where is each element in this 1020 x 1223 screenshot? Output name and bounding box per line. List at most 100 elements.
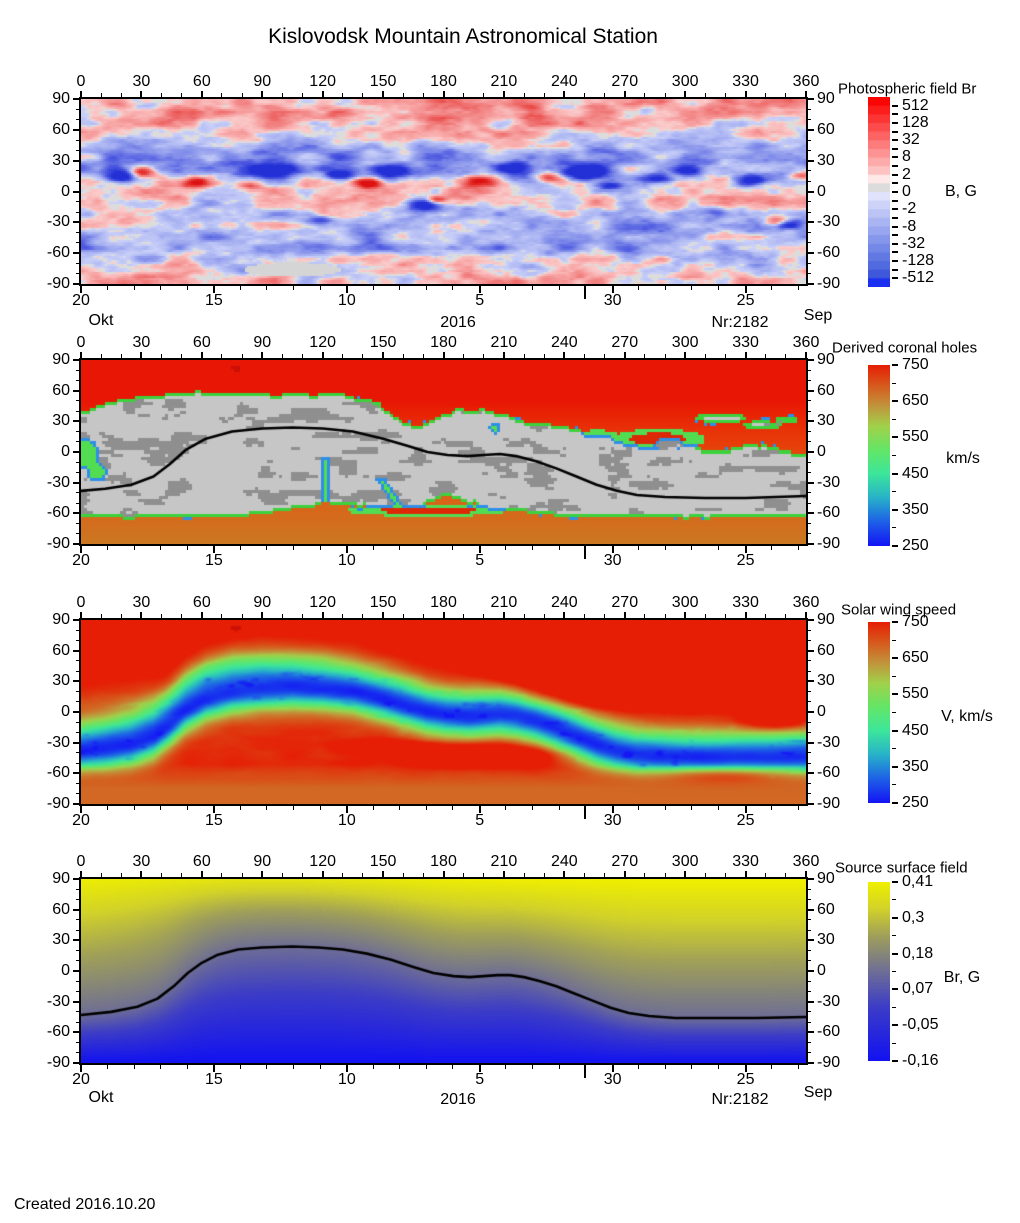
axis-tick [76,149,79,151]
lat-tick-label: 0 [817,962,826,979]
axis-tick [76,1042,79,1044]
axis-tick [543,614,545,618]
axis-tick [892,382,896,384]
colorbar-tick-label: -32 [902,234,926,252]
axis-tick [281,354,283,358]
colorbar-photospheric-field [868,97,890,287]
axis-tick [76,461,79,463]
axis-tick [808,619,814,621]
axis-tick [808,731,811,733]
axis-tick [558,546,560,550]
date-tick-label: 5 [475,292,485,309]
axis-tick [241,93,243,97]
axis-tick [221,93,223,97]
axis-tick [133,286,135,290]
axis-tick [744,352,747,358]
axis-tick [797,806,799,810]
lon-tick-label: 270 [611,73,639,90]
axis-tick [892,182,898,185]
axis-tick [808,201,811,203]
colorbar-tick-label: 250 [902,537,929,554]
axis-tick [281,873,283,877]
axis-tick [744,546,747,553]
axis-tick [76,502,79,504]
legend-unit-solar-wind: V, km/s [941,708,993,725]
lat-tick-label: 30 [52,931,70,949]
axis-tick [808,119,811,121]
axis-tick [808,711,814,713]
axis-tick [362,873,364,877]
axis-tick [805,91,807,97]
axis-tick [212,1065,215,1072]
lon-tick-label: 330 [732,334,759,351]
axis-tick [425,546,427,550]
axis-tick [505,546,507,550]
axis-tick [321,91,324,97]
axis-tick [644,873,646,877]
axis-tick [808,649,814,652]
axis-tick [73,803,79,805]
colorbar-tick-label: 750 [902,356,929,373]
axis-tick [892,657,898,660]
axis-tick [892,436,898,439]
axis-tick [452,1065,454,1069]
lat-tick-label: 30 [817,151,835,169]
date-tick-label: 10 [337,812,356,829]
axis-tick [808,721,811,723]
lon-tick-label: 360 [792,73,820,90]
axis-tick [583,873,585,877]
axis-tick [584,546,587,559]
axis-tick [442,612,445,618]
axis-tick [452,546,454,550]
colorbar-tick-label: 450 [902,721,929,739]
axis-tick [892,268,898,271]
axis-tick [543,873,545,877]
colorbar-tick-label: 0,41 [902,873,934,890]
axis-tick [664,93,666,97]
axis-tick [120,93,122,97]
axis-tick [76,369,79,371]
axis-tick [808,221,814,224]
axis-tick [73,970,79,972]
axis-tick [76,533,79,535]
axis-tick [892,765,898,768]
axis-tick [76,211,79,213]
axis-tick [623,352,626,358]
lon-tick-label: 0 [76,73,86,90]
axis-tick [808,492,811,494]
axis-tick [664,546,666,550]
axis-tick [770,546,772,550]
lat-tick-label: 30 [817,931,835,949]
lon-tick-label: 150 [369,853,397,870]
axis-tick [770,806,772,810]
lat-tick-label: 0 [61,443,70,460]
axis-tick [808,670,811,672]
axis-tick [785,873,787,877]
axis-tick [558,806,560,810]
axis-tick [292,286,294,290]
created-date: Created 2016.10.20 [14,1196,156,1213]
lat-tick-label: 60 [52,641,70,659]
lat-tick-label: 90 [52,870,70,887]
axis-tick [120,614,122,618]
axis-tick [266,546,268,550]
lon-tick-label: 300 [671,334,699,351]
axis-tick [744,612,747,618]
axis-tick [76,783,79,785]
lat-tick-label: -90 [46,275,70,292]
axis-tick [892,234,898,237]
lon-tick-label: 270 [611,334,639,351]
page-title: Kislovodsk Mountain Astronomical Station [268,25,658,48]
axis-tick [744,806,747,813]
axis-tick [892,251,898,254]
axis-tick [638,286,640,290]
axis-tick [107,806,109,810]
axis-tick [892,1042,896,1044]
axis-tick [502,871,505,877]
axis-tick [76,629,79,631]
axis-tick [241,873,243,877]
month-label-okt: Okt [88,312,114,329]
axis-tick [808,420,814,423]
lat-tick-label: 90 [817,870,835,887]
